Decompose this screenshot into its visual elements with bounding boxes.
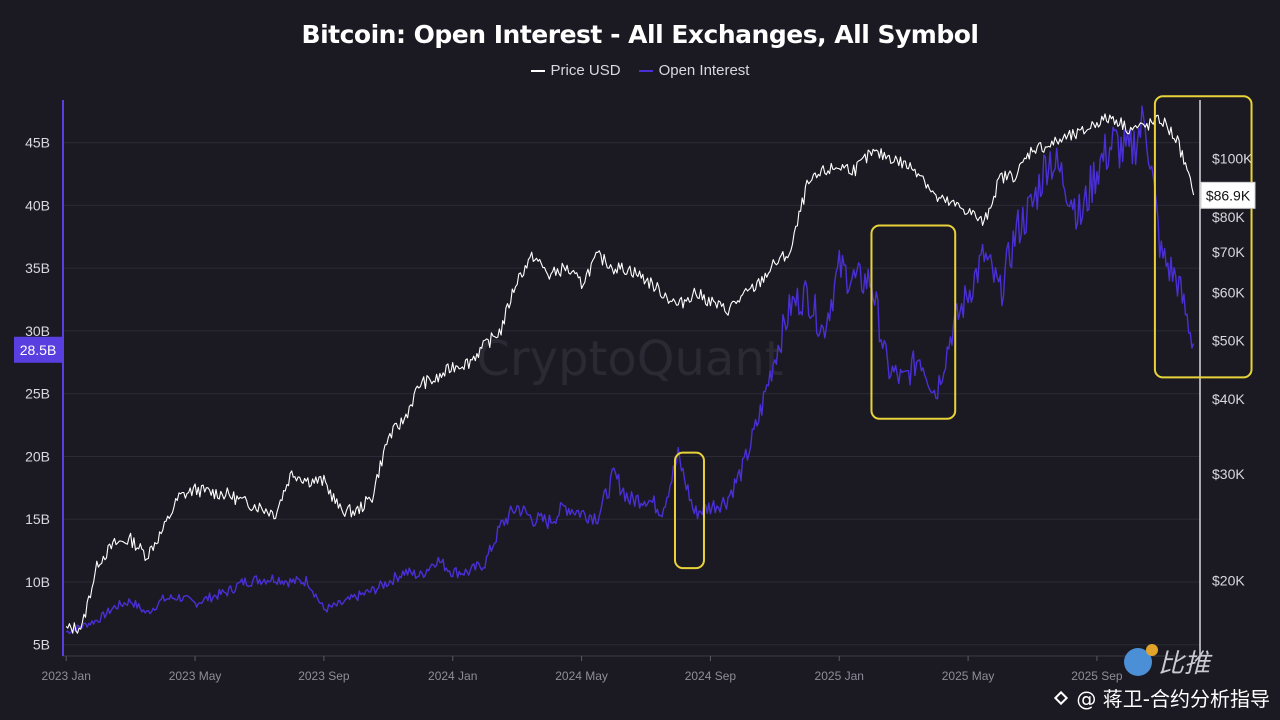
left-axis: 5B 10B 15B 20B 25B 30B 35B 40B 45B bbox=[25, 100, 64, 656]
left-tick-label: 10B bbox=[25, 574, 50, 590]
x-tick-label: 2024 May bbox=[555, 669, 608, 683]
left-tick-label: 35B bbox=[25, 260, 50, 276]
series-line-open-interest bbox=[65, 105, 1195, 635]
left-tick-label: 30B bbox=[25, 323, 50, 339]
author-credit: @ 蒋卫-合约分析指导 bbox=[1052, 683, 1270, 712]
current-oi-marker bbox=[14, 336, 62, 363]
bird-logo-icon bbox=[1123, 643, 1158, 676]
highlight-box-2 bbox=[870, 224, 957, 420]
highlight-box-3 bbox=[1153, 95, 1253, 379]
legend-swatch-price bbox=[530, 69, 545, 72]
current-value-markers: 28.5B $86.9K bbox=[14, 181, 1256, 363]
highlight-box-1 bbox=[673, 451, 705, 570]
chart-legend: Price USD Open Interest bbox=[0, 62, 1280, 79]
series-layer bbox=[65, 105, 1195, 635]
left-tick-label: 25B bbox=[25, 386, 50, 402]
current-price-label: $86.9K bbox=[1206, 187, 1251, 203]
x-tick-label: 2024 Jan bbox=[428, 669, 477, 683]
current-price-marker bbox=[1200, 181, 1256, 209]
author-credit-text: @ 蒋卫-合约分析指导 bbox=[1076, 687, 1270, 711]
current-oi-label: 28.5B bbox=[20, 342, 57, 358]
x-tick-label: 2023 Jan bbox=[42, 669, 91, 683]
legend-label-open-interest: Open Interest bbox=[658, 62, 750, 79]
legend-item-open-interest[interactable]: Open Interest bbox=[638, 62, 750, 79]
brand-text: 比推 bbox=[1157, 649, 1210, 679]
left-tick-label: 20B bbox=[25, 448, 50, 464]
x-tick-label: 2023 May bbox=[169, 669, 222, 683]
x-tick-label: 2025 Sep bbox=[1071, 669, 1123, 683]
x-tick-label: 2023 Sep bbox=[298, 669, 350, 683]
series-line-price bbox=[65, 113, 1195, 634]
right-tick-label: $50K bbox=[1212, 332, 1245, 348]
right-tick-label: $60K bbox=[1212, 284, 1245, 300]
brand-logo: 比推 bbox=[1123, 643, 1210, 680]
right-tick-label: $40K bbox=[1212, 391, 1245, 407]
right-tick-label: $20K bbox=[1212, 573, 1245, 589]
x-tick-label: 2025 Jan bbox=[815, 669, 864, 683]
x-axis: 2023 Jan 2023 May 2023 Sep 2024 Jan 2024 May… bbox=[42, 655, 1200, 683]
chart-title: Bitcoin: Open Interest - All Exchanges, … bbox=[301, 20, 979, 49]
highlight-layer bbox=[673, 95, 1253, 570]
legend-item-price[interactable]: Price USD bbox=[530, 62, 621, 79]
legend-swatch-open-interest bbox=[638, 69, 653, 72]
right-tick-label: $30K bbox=[1212, 466, 1245, 482]
watermark-text: CryptoQuant bbox=[476, 331, 783, 387]
left-tick-label: 15B bbox=[25, 511, 50, 527]
x-tick-label: 2024 Sep bbox=[685, 669, 737, 683]
right-tick-label: $70K bbox=[1212, 244, 1245, 260]
left-tick-label: 45B bbox=[25, 135, 50, 151]
left-tick-label: 5B bbox=[33, 637, 50, 653]
right-tick-label: $80K bbox=[1212, 209, 1245, 225]
legend-label-price: Price USD bbox=[550, 62, 621, 79]
binance-icon bbox=[1052, 689, 1070, 707]
x-tick-label: 2025 May bbox=[942, 669, 995, 683]
gridlines bbox=[63, 142, 1200, 646]
left-tick-label: 40B bbox=[25, 197, 50, 213]
right-tick-label: $100K bbox=[1212, 151, 1253, 167]
right-axis: $20K $30K $40K $50K $60K $70K $80K $100K bbox=[1199, 100, 1253, 656]
